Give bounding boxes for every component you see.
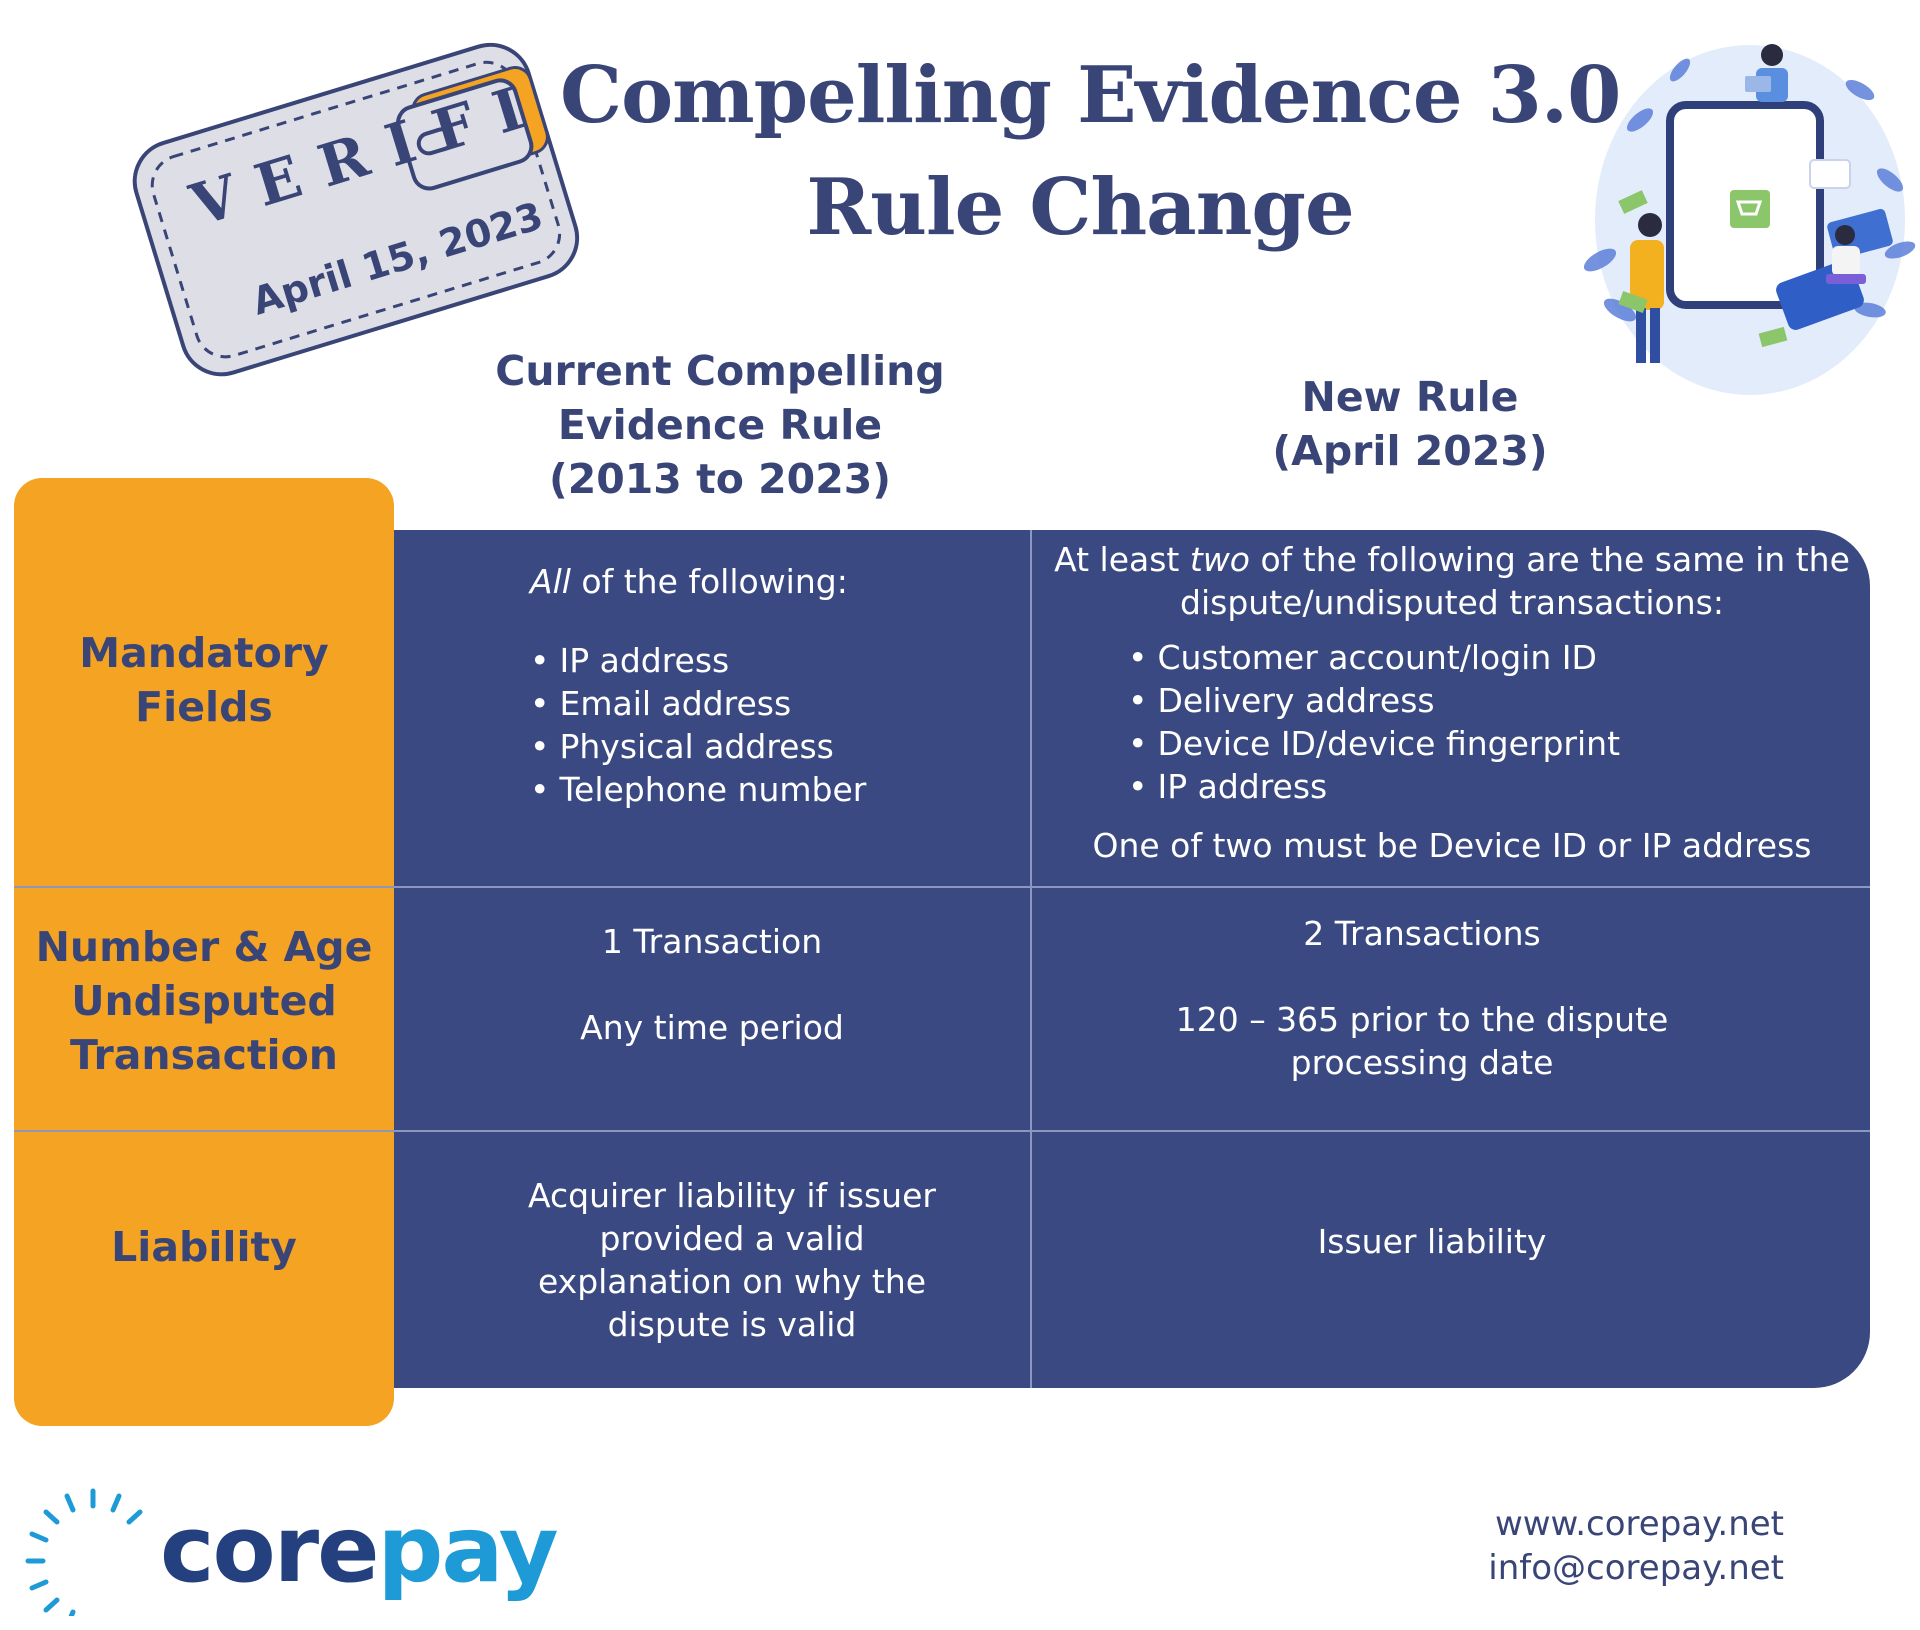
list-item: Email address	[530, 682, 950, 725]
intro-line-2: dispute/undisputed transactions:	[1180, 583, 1724, 622]
new-header-line-2: (April 2023)	[1272, 427, 1548, 475]
intro-part: At least	[1054, 540, 1190, 579]
row-label-liability: Liability	[14, 1220, 394, 1274]
list-item: IP address	[1128, 765, 1848, 808]
cell-line: 2 Transactions	[1303, 914, 1541, 953]
row-label-line: Number & Age	[35, 923, 373, 971]
corepay-logo-mark	[25, 1488, 143, 1616]
column-divider	[1030, 530, 1032, 1388]
title-line-2: Rule Change	[806, 162, 1354, 253]
list-item: Telephone number	[530, 768, 950, 811]
new-number-age-cell: 2 Transactions 120 – 365 prior to the di…	[1034, 912, 1810, 1084]
new-liability-cell: Issuer liability	[1034, 1220, 1830, 1263]
current-rule-header: Current Compelling Evidence Rule (2013 t…	[470, 344, 970, 506]
new-header-line-1: New Rule	[1301, 373, 1519, 421]
website-link[interactable]: www.corepay.net	[1494, 1504, 1784, 1544]
cell-line: 120 – 365 prior to the dispute	[1175, 1000, 1669, 1039]
new-mandatory-note: One of two must be Device ID or IP addre…	[1092, 826, 1812, 865]
intro-part: of the following are the same in the	[1250, 540, 1850, 579]
cell-line: 1 Transaction	[601, 922, 823, 961]
row-label-line: Fields	[135, 683, 273, 731]
current-header-line-3: (2013 to 2023)	[548, 455, 891, 503]
list-item: Physical address	[530, 725, 950, 768]
cell-line: Any time period	[580, 1008, 844, 1047]
new-rule-header: New Rule (April 2023)	[1160, 370, 1660, 478]
row-header-column	[14, 478, 394, 1426]
current-mandatory-list: IP address Email address Physical addres…	[530, 639, 950, 811]
corepay-logo: corepay	[160, 1500, 559, 1600]
cell-line: Acquirer liability if issuer	[528, 1176, 936, 1215]
logo-core: core	[160, 1496, 380, 1603]
current-header-line-1: Current Compelling	[495, 347, 945, 395]
payment-illustration	[1583, 44, 1916, 395]
title-line-1: Compelling Evidence 3.0	[560, 50, 1621, 141]
cell-line: explanation on why the	[537, 1262, 927, 1301]
new-mandatory-cell: Customer account/login ID Delivery addre…	[1128, 636, 1848, 808]
list-item: Device ID/device fingerprint	[1128, 722, 1848, 765]
row-divider-1	[14, 886, 1870, 888]
row-label-line: Undisputed	[71, 977, 337, 1025]
cell-line: provided a valid	[599, 1219, 865, 1258]
list-item: Delivery address	[1128, 679, 1848, 722]
intro-rest: of the following:	[570, 562, 848, 601]
current-mandatory-intro: All of the following:	[530, 560, 950, 603]
email-link[interactable]: info@corepay.net	[1488, 1548, 1784, 1588]
current-header-line-2: Evidence Rule	[557, 401, 883, 449]
current-number-age-cell: 1 Transaction Any time period	[394, 920, 1030, 1049]
new-mandatory-intro: At least two of the following are the sa…	[1034, 538, 1870, 624]
current-mandatory-cell: All of the following: IP address Email a…	[530, 560, 950, 811]
row-label-line: Mandatory	[79, 629, 329, 677]
cell-line: processing date	[1290, 1043, 1554, 1082]
current-liability-cell: Acquirer liability if issuer provided a …	[414, 1174, 1050, 1346]
row-label-line: Transaction	[70, 1031, 338, 1079]
row-label-line: Liability	[111, 1223, 297, 1271]
new-mandatory-list: Customer account/login ID Delivery addre…	[1128, 636, 1848, 808]
row-divider-2	[14, 1130, 1870, 1132]
verifi-stamp: VERIFI April 15, 2023	[132, 42, 580, 377]
intro-italic: All	[530, 562, 571, 601]
row-label-number-age: Number & Age Undisputed Transaction	[14, 920, 394, 1082]
intro-italic: two	[1189, 540, 1250, 579]
cell-line: dispute is valid	[607, 1305, 857, 1344]
contact-info: www.corepay.net info@corepay.net	[1488, 1502, 1784, 1590]
row-label-mandatory-fields: Mandatory Fields	[14, 626, 394, 734]
page-title: Compelling Evidence 3.0 Rule Change	[560, 40, 1621, 264]
logo-pay: pay	[377, 1496, 559, 1603]
list-item: Customer account/login ID	[1128, 636, 1848, 679]
list-item: IP address	[530, 639, 950, 682]
cell-line: Issuer liability	[1317, 1222, 1547, 1261]
